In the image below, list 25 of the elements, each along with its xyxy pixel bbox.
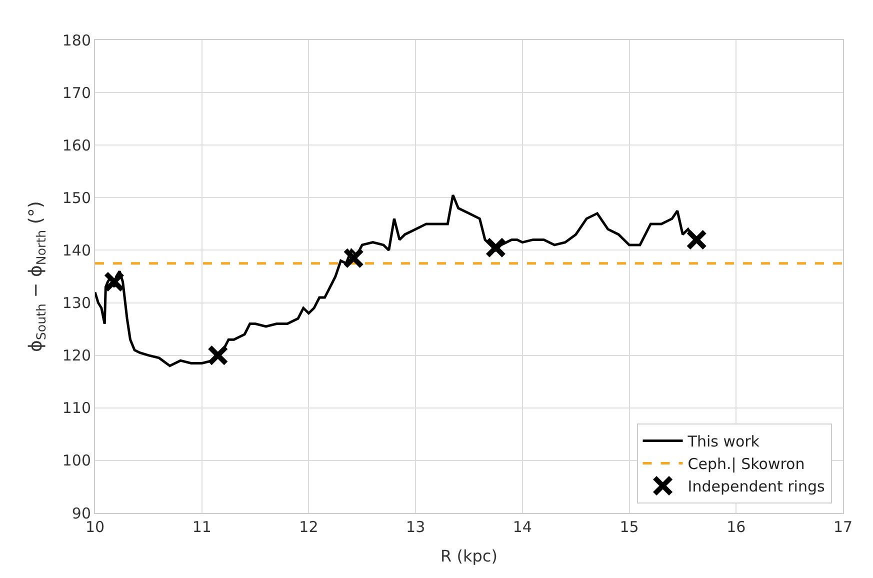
y-tick-label: 160: [62, 136, 91, 154]
y-tick-label: 120: [62, 346, 91, 365]
y-tick-label: 110: [62, 399, 91, 418]
point: [343, 248, 364, 269]
x-tick-label: 14: [512, 518, 532, 536]
legend-label: Independent rings: [688, 478, 825, 496]
x-axis-title: R (kpc): [440, 546, 498, 566]
y-tick-label: 170: [62, 84, 91, 102]
y-tick-label: 130: [62, 294, 91, 312]
legend-label: Ceph.| Skowron: [688, 455, 805, 474]
legend-label: This work: [686, 432, 760, 451]
x-tick-label: 15: [620, 518, 639, 536]
point: [686, 229, 708, 250]
y-tick-label: 150: [62, 188, 91, 207]
y-tick-label: 140: [62, 241, 91, 260]
x-tick-label: 12: [299, 518, 318, 536]
y-tick-label: 100: [62, 452, 91, 470]
x-tick-label: 13: [406, 518, 426, 536]
x-tick-label: 17: [833, 518, 853, 536]
point: [207, 344, 228, 366]
point: [104, 271, 125, 292]
x-tick-label: 11: [192, 518, 212, 536]
y-tick-label: 180: [62, 31, 91, 50]
x-tick-label: 16: [726, 518, 746, 536]
point: [485, 237, 506, 258]
